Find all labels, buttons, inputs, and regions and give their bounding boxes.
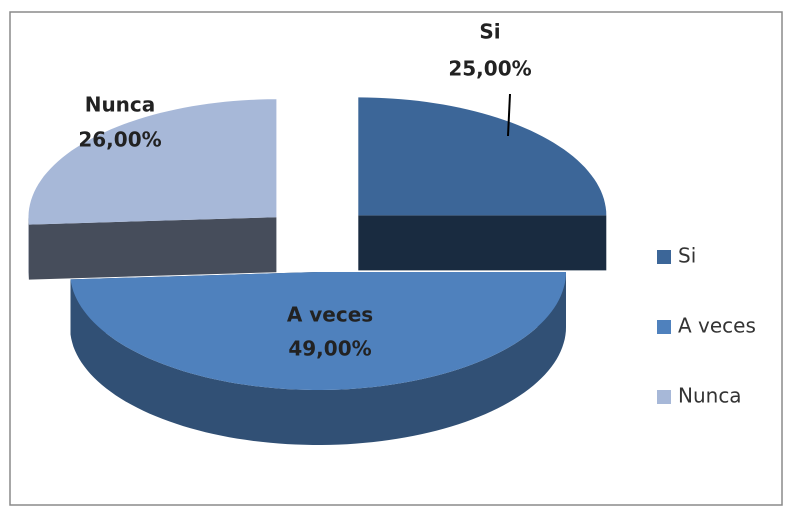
legend-label: Nunca [678, 384, 742, 408]
data-label-name: Si [479, 20, 500, 44]
data-label-name: A veces [287, 303, 373, 327]
legend-swatch [657, 390, 671, 404]
leader-line [507, 93, 511, 137]
data-label-value: 49,00% [288, 337, 371, 361]
legend-swatch [657, 320, 671, 334]
data-label-value: 26,00% [78, 128, 161, 152]
legend-swatch [657, 250, 671, 264]
pie-side [28, 217, 29, 280]
legend-label: Si [678, 244, 696, 268]
pie-slice [28, 99, 277, 225]
pie-slice [70, 272, 566, 390]
pie-slice [358, 97, 607, 216]
legend-label: A veces [678, 314, 756, 338]
data-label-name: Nunca [85, 93, 156, 117]
pie-wall [28, 217, 277, 280]
pie-wall [358, 215, 607, 271]
pie-side [70, 272, 566, 445]
data-label-value: 25,00% [448, 57, 531, 81]
